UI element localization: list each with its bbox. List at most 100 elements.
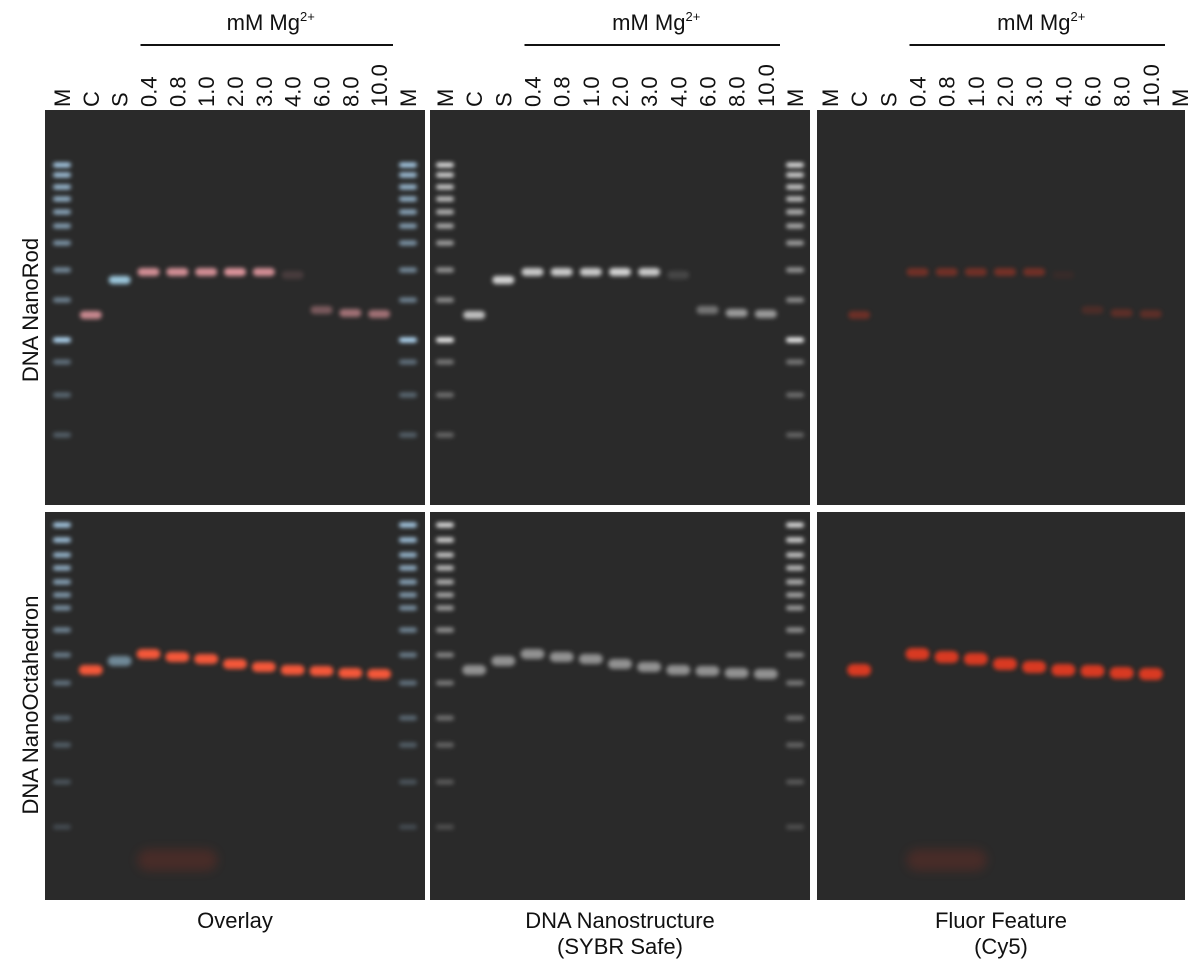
gel-band xyxy=(993,658,1017,670)
gel-band xyxy=(399,742,417,748)
gel-band xyxy=(53,742,71,748)
gel-band xyxy=(520,649,545,659)
lane-label: 3.0 xyxy=(1022,76,1047,107)
gel-band xyxy=(53,565,71,571)
lane-label: 10.0 xyxy=(367,64,392,107)
gel-band xyxy=(1110,309,1133,317)
gel-band xyxy=(252,268,275,276)
gel-band xyxy=(462,665,487,675)
gel-band xyxy=(786,432,804,438)
gel-band xyxy=(399,223,417,229)
gel-band xyxy=(1139,310,1162,318)
gel-band xyxy=(491,656,516,666)
lane-label: 0.4 xyxy=(521,76,546,107)
gel-band xyxy=(53,715,71,721)
gel-band xyxy=(436,605,454,611)
lane-label: 8.0 xyxy=(338,76,363,107)
gel-band xyxy=(53,592,71,598)
concentration-superscript: 2+ xyxy=(686,9,701,24)
row-label: DNA NanoRod xyxy=(18,238,43,382)
gel-band xyxy=(786,392,804,398)
gel-band xyxy=(436,742,454,748)
gel-band xyxy=(280,665,305,675)
gel-band xyxy=(399,592,417,598)
gel-band xyxy=(786,715,804,721)
gel-band xyxy=(436,162,454,168)
gel-band xyxy=(399,196,417,202)
gel-band xyxy=(786,565,804,571)
gel-band xyxy=(436,680,454,686)
gel-band xyxy=(436,209,454,215)
gel-band xyxy=(399,605,417,611)
gel-band xyxy=(786,605,804,611)
gel-band xyxy=(786,680,804,686)
gel-band xyxy=(786,537,804,543)
gel-band xyxy=(399,209,417,215)
gel-band xyxy=(436,652,454,658)
concentration-header: mM Mg2+ xyxy=(997,9,1085,35)
concentration-text: mM Mg xyxy=(227,10,300,35)
gel-band xyxy=(1081,306,1104,314)
gel-band xyxy=(399,162,417,168)
gel-band xyxy=(753,669,778,679)
gel-band xyxy=(436,337,454,343)
gel-band xyxy=(194,654,219,664)
concentration-superscript: 2+ xyxy=(1071,9,1086,24)
gel-band xyxy=(436,592,454,598)
gel-band xyxy=(786,196,804,202)
gel-panel xyxy=(45,512,425,900)
lane-label: 8.0 xyxy=(725,76,750,107)
gel-band xyxy=(436,432,454,438)
gel-band xyxy=(281,271,304,279)
gel-band xyxy=(53,522,71,528)
gel-band xyxy=(638,268,661,276)
lane-label: 0.4 xyxy=(906,76,931,107)
gel-band xyxy=(436,627,454,633)
lane-label: S xyxy=(876,92,901,107)
gel-band xyxy=(107,656,132,666)
lane-label: 1.0 xyxy=(964,76,989,107)
gel-band xyxy=(436,779,454,785)
gel-band xyxy=(399,652,417,658)
gel-band xyxy=(436,172,454,178)
gel-band xyxy=(53,172,71,178)
gel-band xyxy=(935,268,958,276)
gel-band xyxy=(786,240,804,246)
gel-band xyxy=(399,824,417,830)
gel-band xyxy=(53,627,71,633)
gel-band xyxy=(786,652,804,658)
gel-band xyxy=(786,359,804,365)
lane-label: 0.8 xyxy=(550,76,575,107)
gel-band xyxy=(786,209,804,215)
gel-band xyxy=(53,240,71,246)
gel-band xyxy=(786,184,804,190)
gel-band xyxy=(963,653,988,665)
row-separator xyxy=(45,505,1185,512)
gel-band xyxy=(53,223,71,229)
gel-band xyxy=(521,268,544,276)
lane-label: S xyxy=(491,92,516,107)
gel-band xyxy=(53,209,71,215)
gel-band xyxy=(399,297,417,303)
gel-band xyxy=(108,276,131,284)
row-label: DNA NanoOctahedron xyxy=(18,596,43,815)
gel-band xyxy=(906,268,929,276)
concentration-superscript: 2+ xyxy=(300,9,315,24)
gel-band xyxy=(53,196,71,202)
gel-band xyxy=(53,184,71,190)
panel-caption: (SYBR Safe) xyxy=(557,934,683,959)
gel-band xyxy=(79,311,102,319)
gel-band xyxy=(399,565,417,571)
gel-band xyxy=(905,648,930,660)
gel-band xyxy=(310,306,333,314)
gel-band xyxy=(436,223,454,229)
lane-label: 4.0 xyxy=(666,76,691,107)
lane-label: 1.0 xyxy=(579,76,604,107)
gel-panel xyxy=(430,110,810,505)
gel-band xyxy=(436,297,454,303)
lane-label: 6.0 xyxy=(1081,76,1106,107)
gel-band xyxy=(725,309,748,317)
lane-label: 3.0 xyxy=(637,76,662,107)
gel-band xyxy=(436,537,454,543)
gel-band xyxy=(367,669,392,679)
